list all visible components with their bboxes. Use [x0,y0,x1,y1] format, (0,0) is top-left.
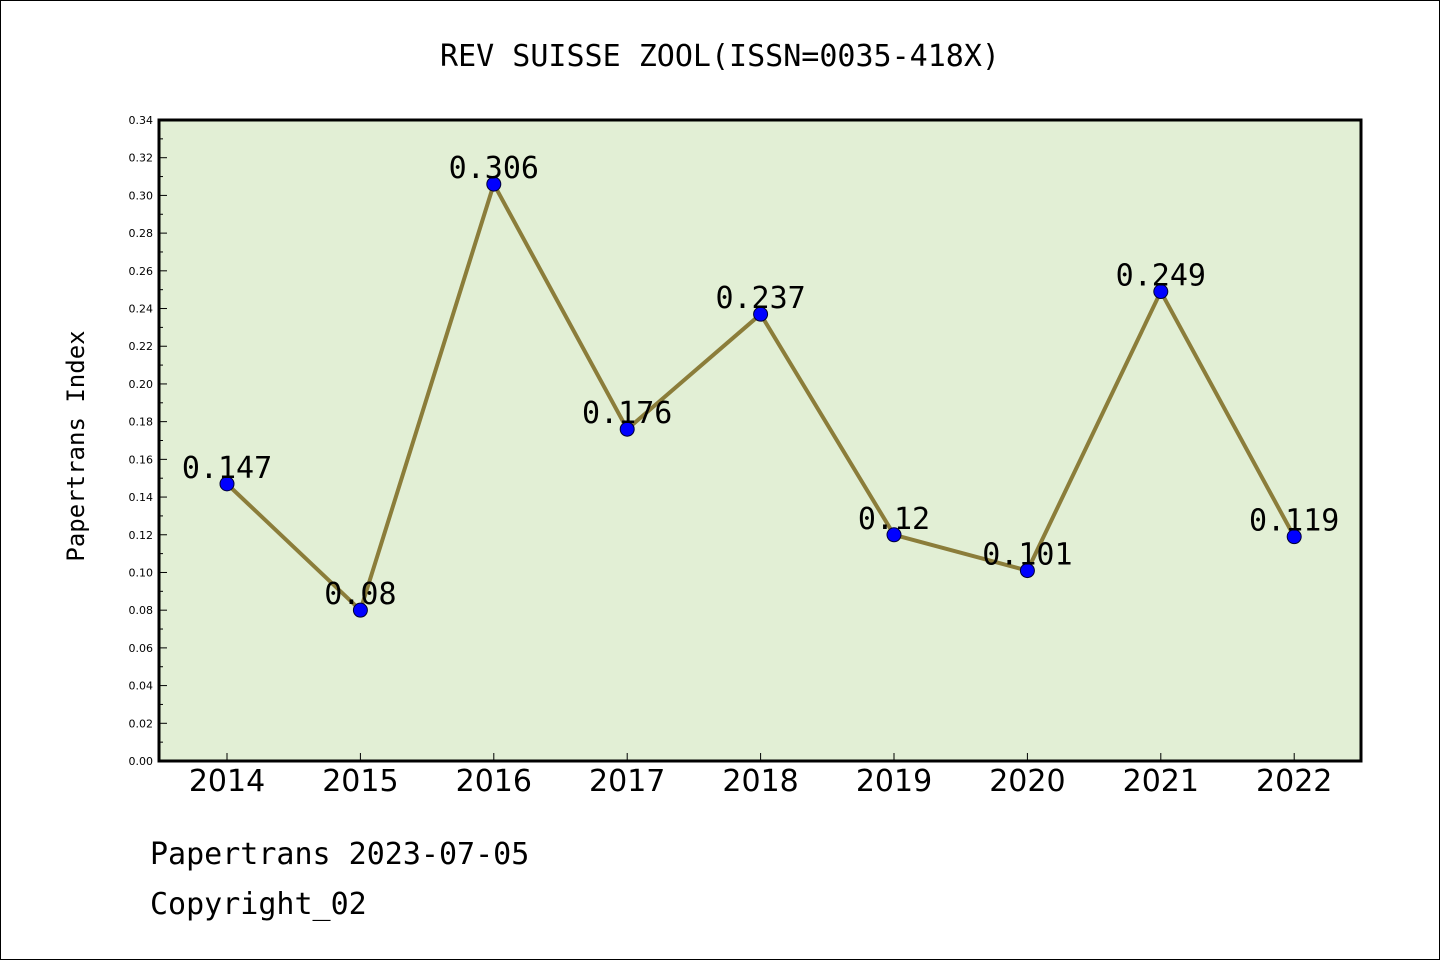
x-tick-label: 2021 [1123,764,1199,799]
plot-border [157,118,1363,763]
footer-date: Papertrans 2023-07-05 [150,837,529,872]
data-point [1286,529,1302,545]
y-tick-label: 0.22 [129,340,154,353]
y-tick-label: 0.14 [129,491,154,504]
y-tick-label: 0.24 [129,303,154,316]
y-tick-label: 0.06 [129,642,154,655]
footer-copyright: Copyright_02 [150,887,367,922]
data-point [753,306,769,322]
chart-title: REV SUISSE ZOOL(ISSN=0035-418X) [440,39,1000,74]
y-tick-label: 0.32 [129,152,154,165]
data-label: 0.101 [982,538,1072,573]
data-point [219,476,235,492]
y-tick-label: 0.12 [129,529,154,542]
data-point [886,527,902,543]
y-tick-label: 0.04 [129,680,154,693]
data-label: 0.12 [858,502,930,537]
data-label: 0.147 [182,451,272,486]
data-label: 0.119 [1249,504,1339,539]
y-tick-label: 0.00 [129,755,154,768]
data-labels: 0.147 0.08 0.306 0.176 0.237 0.12 0.101 0.249 0.… [182,151,1340,612]
data-point [486,176,502,192]
plot-area [159,120,1361,761]
data-label: 0.08 [324,577,396,612]
y-tick-label: 0.10 [129,566,154,579]
y-axis-label: Papertrans Index [62,330,90,561]
data-point [619,421,635,437]
data-label: 0.249 [1116,259,1206,294]
y-tick-label: 0.16 [129,453,154,466]
y-tick-label: 0.28 [129,227,154,240]
x-tick-label: 2016 [456,764,532,799]
data-label: 0.237 [715,281,805,316]
x-tick-label: 2019 [856,764,932,799]
x-tick-label: 2018 [722,764,798,799]
x-tick-label: 2022 [1256,764,1332,799]
x-tick-label: 2015 [322,764,398,799]
data-point [1019,563,1035,579]
y-tick-label: 0.02 [129,717,154,730]
data-label: 0.176 [582,396,672,431]
y-tick-label: 0.34 [129,114,154,127]
x-tick-label: 2014 [189,764,265,799]
x-tick-label: 2020 [989,764,1065,799]
y-tick-label: 0.30 [129,189,154,202]
y-tick-label: 0.26 [129,265,154,278]
data-markers [219,176,1302,618]
data-point [1153,284,1169,300]
y-tick-label: 0.18 [129,416,154,429]
data-point [352,602,368,618]
x-tick-label: 2017 [589,764,665,799]
data-label: 0.306 [449,151,539,186]
y-tick-label: 0.20 [129,378,154,391]
x-axis: 2014 2015 2016 2017 2018 2019 2020 2021 2022 [189,753,1332,799]
y-tick-label: 0.08 [129,604,154,617]
